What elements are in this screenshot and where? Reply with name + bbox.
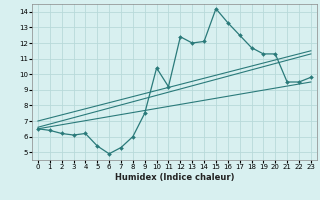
X-axis label: Humidex (Indice chaleur): Humidex (Indice chaleur) [115, 173, 234, 182]
